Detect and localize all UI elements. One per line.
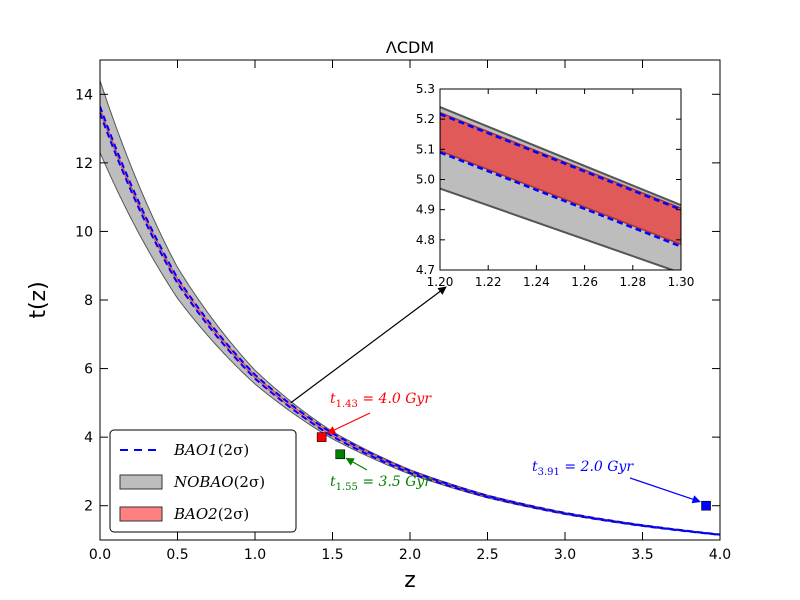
inset-nobao-upper-edge	[440, 106, 681, 207]
inset-y-tick-label: 4.7	[416, 263, 435, 277]
point-label-3.91: t3.91 = 2.0 Gyr	[532, 459, 634, 478]
inset-x-tick-label: 1.26	[571, 275, 598, 289]
inset-plot: 1.20 1.22 1.24 1.26 1.28 1.30 4.7 4.8 4.9 5.0 5.1 5…	[416, 82, 694, 289]
legend-label-suffix: (2σ)	[234, 473, 266, 491]
x-tick-label: 3.5	[631, 547, 653, 563]
point-arrow-1.55	[345, 457, 368, 471]
point-label-value: = 3.5 Gyr	[358, 474, 432, 490]
inset-y-tick-label: 5.1	[416, 142, 435, 156]
x-axis-label: z	[404, 568, 416, 593]
y-tick-label: 14	[75, 87, 93, 103]
legend-swatch-patch	[119, 506, 163, 522]
main-plot: 0.0 0.5 1.0 1.5 2.0 2.5 3.0 3.5 4.0 2 4 6 8 10 12 14	[75, 59, 731, 563]
point-label-1.55: t1.55 = 3.5 Gyr	[330, 474, 432, 493]
inset-x-tick-label: 1.28	[619, 275, 646, 289]
inset-nobao-lower-edge	[440, 187, 676, 270]
point-label-symbol: t	[330, 474, 336, 490]
x-tick-label: 1.5	[321, 547, 343, 563]
chart-title: ΛCDM	[386, 38, 434, 57]
inset-x-tick-label: 1.20	[427, 275, 454, 289]
point-label-value: = 2.0 Gyr	[560, 459, 634, 475]
x-tick-label: 2.0	[399, 547, 421, 563]
inset-zoom-arrow	[290, 286, 447, 404]
inset-y-tick-label: 4.8	[416, 233, 435, 247]
legend-label: BAO1(2σ)	[173, 441, 249, 459]
legend-label: NOBAO(2σ)	[173, 473, 265, 491]
x-tick-label: 3.0	[554, 547, 576, 563]
x-tick-label: 1.0	[244, 547, 266, 563]
x-tick-label: 2.5	[476, 547, 498, 563]
legend-swatch-patch	[119, 474, 163, 490]
point-label-subscript: 3.91	[538, 467, 560, 478]
y-tick-label: 8	[84, 293, 93, 309]
bao1-upper-line	[100, 105, 720, 536]
y-tick-label: 6	[84, 362, 93, 378]
legend-label-name: BAO2	[173, 505, 218, 523]
point-label-subscript: 1.43	[336, 399, 358, 410]
legend-label-suffix: (2σ)	[218, 505, 250, 523]
point-arrow-1.43	[326, 412, 371, 434]
legend-label-name: BAO1	[173, 441, 218, 459]
point-marker-1.55	[335, 449, 346, 460]
inset-y-tick-label: 5.2	[416, 112, 435, 126]
inset-bao1-lower-line	[440, 151, 681, 248]
legend-label-name: NOBAO	[173, 473, 234, 491]
inset-bao1-upper-line	[440, 112, 681, 211]
legend-label-suffix: (2σ)	[218, 441, 250, 459]
inset-x-tick-label: 1.22	[475, 275, 502, 289]
point-label-subscript: 1.55	[336, 482, 358, 493]
point-label-value: = 4.0 Gyr	[358, 391, 432, 407]
point-arrow-3.91	[629, 477, 701, 504]
point-label-symbol: t	[532, 459, 538, 475]
inset-y-tick-label: 4.9	[416, 203, 435, 217]
inset-curves	[440, 106, 681, 270]
inset-x-tick-label: 1.30	[668, 275, 695, 289]
point-marker-1.43	[316, 432, 327, 442]
legend-label: BAO2(2σ)	[173, 505, 249, 523]
x-tick-label: 0.0	[89, 547, 111, 563]
y-tick-label: 12	[75, 156, 93, 172]
bao1-lower-line	[100, 112, 720, 536]
y-tick-label: 2	[84, 499, 93, 515]
point-label-1.43: t1.43 = 4.0 Gyr	[330, 391, 432, 410]
inset-y-tick-label: 5.3	[416, 82, 435, 96]
x-tick-label: 4.0	[709, 547, 731, 563]
inset-x-tick-label: 1.24	[523, 275, 550, 289]
curves	[100, 80, 720, 536]
x-tick-label: 0.5	[166, 547, 188, 563]
y-tick-label: 10	[75, 224, 93, 240]
legend: BAO1(2σ)NOBAO(2σ)BAO2(2σ)	[109, 429, 297, 533]
point-marker-3.91	[701, 500, 711, 511]
y-axis-label: t(z)	[26, 281, 51, 318]
inset-bao2-band	[440, 111, 681, 246]
point-label-symbol: t	[330, 391, 336, 407]
y-tick-label: 4	[84, 430, 93, 446]
inset-y-tick-label: 5.0	[416, 173, 435, 187]
